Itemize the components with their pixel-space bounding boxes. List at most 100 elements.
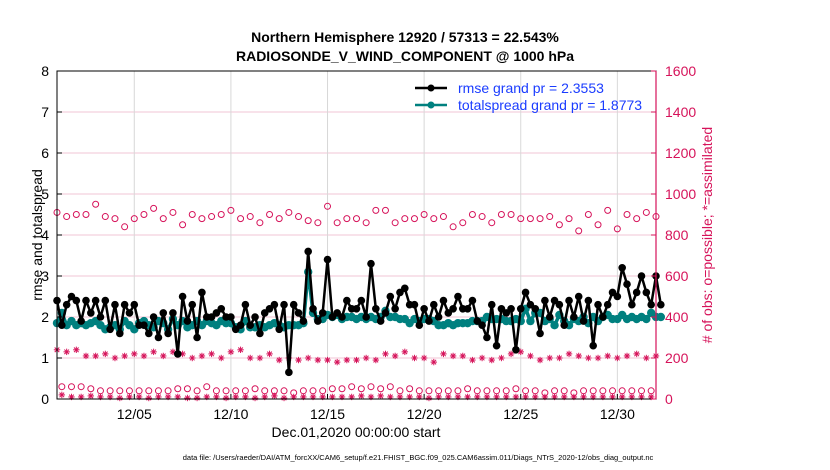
x-tick-label: 12/30 xyxy=(600,406,635,422)
y-right-tick-label: 600 xyxy=(665,268,689,284)
rmse-point xyxy=(623,280,631,289)
rmse-point xyxy=(343,296,351,305)
obs-possible-point xyxy=(343,215,351,223)
rmse-point xyxy=(599,313,607,321)
obs-possible-point xyxy=(580,387,588,395)
series-rmse xyxy=(53,247,665,377)
obs-possible-point xyxy=(493,387,501,395)
rmse-point xyxy=(275,325,284,334)
y-right-tick-label: 800 xyxy=(665,227,689,243)
rmse-point xyxy=(579,317,588,325)
obs-possible-point xyxy=(377,385,385,393)
y-axis-left: 0 1 2 3 4 5 6 7 8 xyxy=(41,63,62,407)
obs-possible-point xyxy=(324,202,332,210)
obs-possible-point xyxy=(208,213,216,221)
obs-possible-point xyxy=(106,387,114,395)
obs-assimilated-point xyxy=(483,393,491,401)
obs-possible-point xyxy=(638,387,646,395)
obs-possible-point xyxy=(353,215,360,223)
rmse-point xyxy=(642,288,651,297)
obs-possible-point xyxy=(589,387,597,395)
obs-possible-point xyxy=(246,213,254,221)
x-tick-label: 12/25 xyxy=(503,406,538,422)
obs-assimilated-point xyxy=(527,352,534,360)
obs-assimilated-point xyxy=(556,354,563,362)
obs-assimilated-point xyxy=(459,352,466,360)
obs-possible-point xyxy=(618,387,626,395)
rmse-point xyxy=(512,346,520,354)
obs-assimilated-point xyxy=(116,394,123,402)
obs-possible-point xyxy=(415,387,423,395)
x-tick-label: 12/10 xyxy=(213,406,248,422)
rmse-point xyxy=(256,329,264,338)
obs-possible-point xyxy=(464,385,472,393)
rmse-point xyxy=(101,296,110,305)
rmse-point xyxy=(536,329,544,338)
rmse-point xyxy=(618,264,626,272)
rmse-point xyxy=(294,309,303,317)
rmse-point xyxy=(391,305,399,313)
rmse-point xyxy=(483,333,491,342)
obs-assimilated-point xyxy=(121,352,128,360)
obs-possible-point xyxy=(497,211,505,218)
x-tick-label: 12/20 xyxy=(407,406,442,422)
obs-assimilated-point xyxy=(213,393,220,401)
rmse-point xyxy=(96,313,105,321)
obs-assimilated-point xyxy=(575,352,582,360)
obs-possible-point xyxy=(555,221,563,229)
rmse-point xyxy=(173,350,182,358)
rmse-point xyxy=(657,300,665,309)
obs-possible-point xyxy=(92,200,100,208)
rmse-point xyxy=(304,247,312,256)
obs-possible-point xyxy=(372,206,380,214)
rmse-point xyxy=(367,259,375,268)
obs-possible-point xyxy=(63,213,71,221)
obs-assimilated-point xyxy=(633,350,640,358)
rmse-point xyxy=(314,317,322,325)
rmse-point xyxy=(289,300,298,309)
obs-assimilated-point xyxy=(208,350,215,358)
rmse-point xyxy=(463,305,472,313)
series-layer xyxy=(52,200,666,402)
obs-assimilated-point xyxy=(87,392,95,400)
obs-assimilated-point xyxy=(256,354,264,362)
obs-possible-point xyxy=(628,387,636,395)
obs-possible-point xyxy=(613,225,621,233)
obs-possible-point xyxy=(357,385,365,393)
rmse-point xyxy=(507,305,515,313)
obs-assimilated-point xyxy=(590,393,597,401)
obs-possible-point xyxy=(546,213,554,221)
obs-assimilated-point xyxy=(594,354,602,362)
totalspread-point xyxy=(656,312,666,322)
obs-possible-point xyxy=(512,385,520,393)
rmse-point xyxy=(111,300,119,309)
rmse-point xyxy=(280,300,288,309)
rmse-point xyxy=(541,296,549,305)
obs-possible-point xyxy=(410,215,418,223)
obs-possible-point xyxy=(237,215,245,223)
obs-possible-point xyxy=(72,211,80,218)
obs-assimilated-point xyxy=(561,393,568,401)
obs-possible-point xyxy=(116,387,124,395)
rmse-point xyxy=(217,305,226,313)
obs-possible-point xyxy=(507,211,515,218)
obs-possible-point xyxy=(444,387,452,395)
obs-possible-point xyxy=(642,208,650,216)
obs-possible-point xyxy=(111,215,119,223)
obs-possible-point xyxy=(188,211,196,218)
rmse-point xyxy=(72,296,81,305)
legend-marker-totalspread xyxy=(427,101,435,109)
obs-assimilated-point xyxy=(174,393,181,401)
rmse-point xyxy=(188,300,197,309)
obs-possible-point xyxy=(198,215,206,223)
rmse-point xyxy=(545,313,554,321)
obs-possible-point xyxy=(483,387,491,395)
obs-assimilated-point xyxy=(131,350,138,358)
obs-possible-point xyxy=(299,387,307,395)
obs-assimilated-point xyxy=(614,354,621,362)
obs-assimilated-point xyxy=(140,352,148,360)
obs-possible-point xyxy=(280,387,288,395)
obs-possible-point xyxy=(227,206,235,214)
obs-assimilated-point xyxy=(353,356,360,364)
obs-possible-point xyxy=(87,385,95,393)
